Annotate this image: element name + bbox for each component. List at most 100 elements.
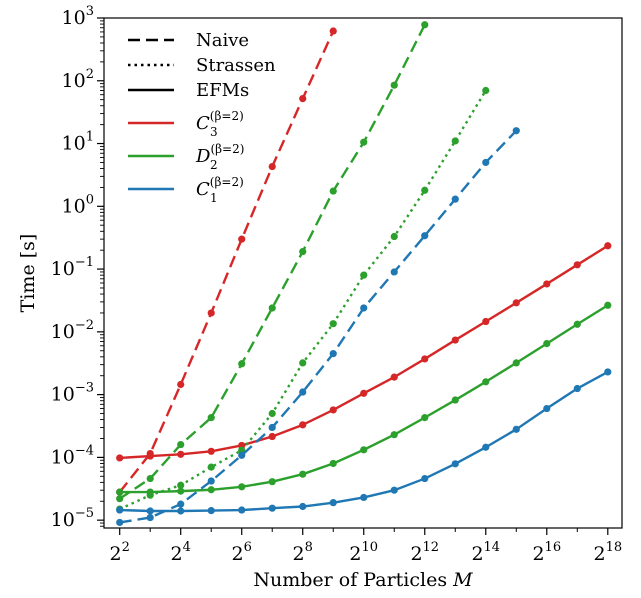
data-point [482, 443, 490, 451]
data-point [146, 507, 154, 515]
data-point [207, 486, 215, 494]
data-point [207, 463, 215, 471]
data-point [177, 500, 185, 508]
x-axis-label-text: Number of Particles [253, 569, 447, 591]
data-point [604, 242, 612, 250]
data-point [238, 506, 246, 514]
data-point [238, 451, 246, 459]
data-point [177, 481, 185, 489]
data-point [451, 460, 459, 468]
data-point [543, 280, 551, 288]
y-tick-label: 10−5 [51, 506, 94, 531]
data-point [512, 299, 520, 307]
data-point [390, 431, 398, 439]
data-point [207, 414, 215, 422]
series-line-3 [119, 89, 487, 511]
data-point [390, 81, 398, 89]
y-axis-label: Time [s] [17, 234, 39, 313]
data-point [146, 452, 154, 460]
series-layer [116, 21, 612, 527]
data-point [482, 86, 490, 95]
data-point [177, 450, 185, 458]
data-point [177, 507, 185, 515]
series-line-0 [118, 30, 335, 493]
data-point [116, 506, 124, 514]
data-point [360, 389, 368, 397]
data-point [268, 432, 276, 441]
data-point [238, 360, 246, 368]
data-point [207, 477, 215, 485]
y-tick-label: 101 [62, 130, 94, 155]
data-point [390, 373, 398, 381]
data-point [390, 232, 398, 241]
data-point [268, 409, 276, 418]
data-point [360, 493, 368, 502]
y-tick-label: 10−3 [51, 381, 94, 406]
data-point [512, 127, 520, 135]
data-point [543, 404, 551, 413]
data-point [482, 378, 490, 386]
data-point [451, 396, 459, 404]
data-point [268, 304, 276, 312]
data-point [329, 406, 337, 414]
legend-label: C(β=2) 3 [196, 109, 244, 139]
data-point [299, 247, 307, 256]
data-point [360, 446, 368, 454]
data-point [604, 301, 612, 309]
data-point [116, 518, 124, 527]
x-axis-label: Number of Particles M [253, 569, 473, 591]
data-point [329, 187, 337, 195]
x-tick-label: 214 [471, 540, 500, 565]
data-point [421, 232, 429, 240]
data-point [329, 350, 337, 358]
data-point [238, 235, 246, 243]
legend-label: Strassen [196, 55, 276, 76]
x-tick-label: 216 [532, 540, 561, 565]
data-point [299, 470, 307, 478]
x-tick-label: 212 [410, 540, 439, 565]
data-point [360, 271, 368, 279]
data-point [146, 513, 154, 522]
data-point [177, 487, 185, 495]
plot-frame [103, 17, 623, 529]
legend-label: C(β=2) 1 [196, 175, 244, 205]
y-tick-label: 10−2 [51, 318, 94, 343]
legend-label: EFMs [196, 80, 249, 101]
data-point [543, 339, 551, 348]
data-point [146, 474, 154, 483]
data-point [116, 454, 124, 462]
data-point [299, 502, 307, 511]
data-point [421, 355, 429, 363]
data-point [268, 478, 276, 486]
data-point [207, 447, 215, 455]
data-point [207, 309, 215, 317]
data-point [512, 425, 520, 433]
data-point [177, 380, 185, 389]
data-point [451, 336, 459, 344]
data-point [512, 359, 520, 367]
data-point [573, 384, 581, 393]
x-tick-label: 210 [349, 540, 378, 565]
data-point [299, 388, 307, 396]
data-point [116, 495, 124, 503]
data-point [238, 483, 246, 491]
data-point [482, 158, 490, 167]
data-point [146, 488, 154, 496]
data-point [299, 421, 307, 429]
data-point [390, 486, 398, 494]
series-line-4 [119, 304, 609, 494]
data-point [329, 27, 337, 35]
series-line-5 [119, 129, 518, 524]
y-tick-label: 100 [62, 192, 94, 217]
x-tick-label: 24 [171, 540, 191, 565]
y-tick-label: 10−1 [51, 255, 94, 280]
data-point [421, 474, 429, 483]
data-point [177, 440, 185, 449]
axes: 22 24 26 28 210 212 214 216 218 10−5 10−4 10−3 10−2 1… [51, 4, 622, 565]
data-point [451, 137, 459, 145]
data-point [299, 94, 307, 103]
x-axis-label-var: M [452, 569, 473, 591]
y-tick-label: 102 [62, 67, 94, 92]
data-point [268, 162, 276, 171]
